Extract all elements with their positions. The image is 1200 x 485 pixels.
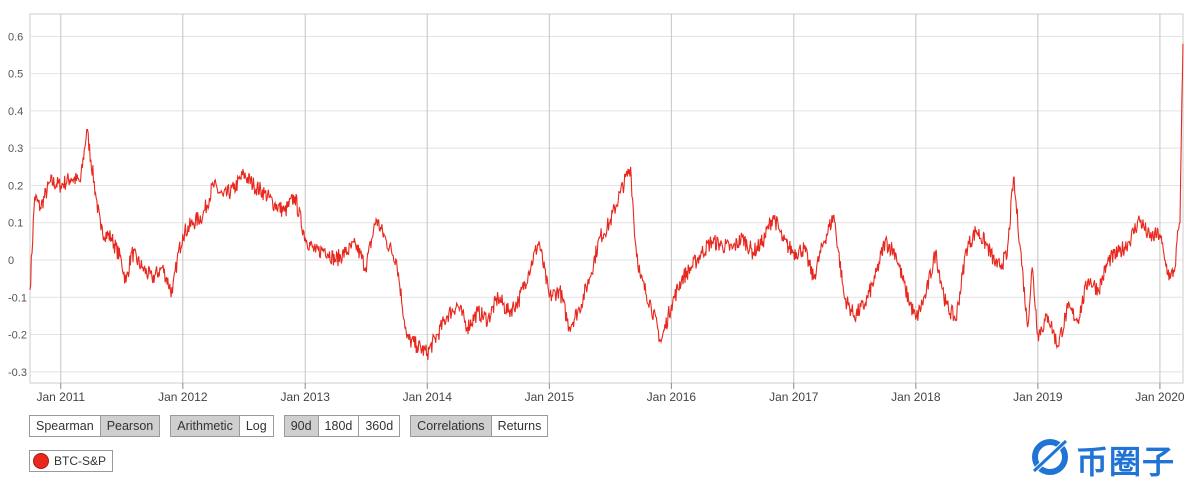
x-tick-label: Jan 2018 [891, 390, 941, 404]
window-toggle-group: 90d 180d 360d [283, 415, 401, 437]
x-tick-label: Jan 2013 [281, 390, 331, 404]
y-tick-label: 0.4 [8, 106, 23, 118]
y-axis-ticks: 0.6 0.5 0.4 0.3 0.2 0.1 0 -0.1 -0.2 -0.3 [8, 31, 27, 378]
returns-button[interactable]: Returns [491, 416, 548, 436]
y-tick-label: 0.1 [8, 218, 23, 230]
window-90d-button[interactable]: 90d [284, 416, 319, 436]
watermark-logo: 币圈子 [1028, 433, 1198, 481]
x-tick-label: Jan 2015 [525, 390, 575, 404]
legend-color-dot [33, 453, 49, 469]
x-tick-label: Jan 2017 [769, 390, 819, 404]
window-360d-button[interactable]: 360d [359, 416, 400, 436]
y-tick-label: 0.5 [8, 69, 23, 81]
method-toggle-group: Spearman Pearson [29, 415, 161, 437]
scale-toggle-group: Arithmetic Log [170, 415, 274, 437]
chart-controls: Spearman Pearson Arithmetic Log 90d 180d… [29, 415, 549, 437]
legend-label: BTC-S&P [54, 454, 107, 468]
watermark-text: 币圈子 [1076, 443, 1176, 481]
arithmetic-button[interactable]: Arithmetic [171, 416, 240, 436]
y-tick-label: 0.3 [8, 143, 23, 155]
correlation-chart: 0.6 0.5 0.4 0.3 0.2 0.1 0 -0.1 -0.2 -0.3 Jan 2011… [8, 13, 1185, 404]
y-tick-label: 0.6 [8, 31, 23, 43]
x-tick-label: Jan 2011 [37, 390, 86, 404]
x-tick-label: Jan 2019 [1013, 390, 1063, 404]
logo-icon [1030, 437, 1070, 475]
y-tick-label: -0.1 [8, 292, 27, 304]
y-tick-label: -0.2 [8, 330, 27, 342]
x-tick-label: Jan 2014 [403, 390, 453, 404]
view-toggle-group: Correlations Returns [410, 415, 549, 437]
y-tick-label: -0.3 [8, 367, 27, 379]
chart-grid [29, 13, 1184, 389]
x-tick-label: Jan 2016 [647, 390, 697, 404]
y-tick-label: 0 [8, 255, 14, 267]
x-tick-label: Jan 2012 [158, 390, 208, 404]
x-tick-label: Jan 2020 [1135, 390, 1185, 404]
x-axis-ticks: Jan 2011 Jan 2012 Jan 2013 Jan 2014 Jan 2015… [37, 390, 1185, 404]
correlations-button[interactable]: Correlations [411, 416, 492, 436]
series-line-btc-sp [29, 43, 1184, 360]
log-button[interactable]: Log [239, 416, 273, 436]
y-tick-label: 0.2 [8, 180, 23, 192]
window-180d-button[interactable]: 180d [318, 416, 360, 436]
plot-area-border [29, 13, 1184, 384]
legend-item-btc-sp[interactable]: BTC-S&P [29, 450, 114, 472]
pearson-button[interactable]: Pearson [100, 416, 160, 436]
spearman-button[interactable]: Spearman [30, 416, 101, 436]
